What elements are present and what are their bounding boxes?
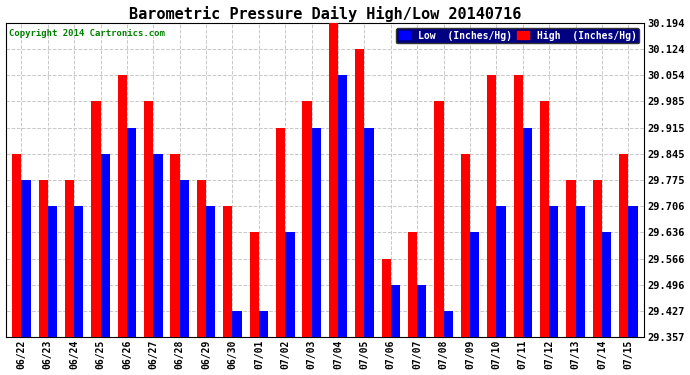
Bar (329, 23, 338, 337)
Bar (65, 180, 74, 337)
Bar (364, 128, 374, 337)
Bar (250, 232, 259, 337)
Bar (540, 101, 549, 337)
Bar (259, 311, 268, 337)
Bar (74, 206, 83, 337)
Bar (417, 285, 426, 337)
Bar (619, 154, 629, 337)
Bar (224, 206, 233, 337)
Bar (127, 128, 136, 337)
Bar (118, 75, 127, 337)
Bar (39, 180, 48, 337)
Bar (470, 232, 480, 337)
Bar (197, 180, 206, 337)
Bar (312, 128, 321, 337)
Bar (12, 154, 21, 337)
Bar (179, 180, 189, 337)
Bar (593, 180, 602, 337)
Bar (233, 311, 241, 337)
Bar (285, 232, 295, 337)
Title: Barometric Pressure Daily High/Low 20140716: Barometric Pressure Daily High/Low 20140… (128, 6, 521, 21)
Bar (153, 154, 163, 337)
Bar (338, 75, 347, 337)
Bar (355, 49, 364, 337)
Bar (206, 206, 215, 337)
Bar (48, 206, 57, 337)
Bar (391, 285, 400, 337)
Bar (382, 259, 391, 337)
Bar (523, 128, 532, 337)
Bar (170, 154, 179, 337)
Bar (487, 75, 496, 337)
Bar (461, 154, 470, 337)
Bar (21, 180, 30, 337)
Bar (575, 206, 585, 337)
Bar (302, 101, 312, 337)
Bar (276, 128, 285, 337)
Legend: Low  (Inches/Hg), High  (Inches/Hg): Low (Inches/Hg), High (Inches/Hg) (396, 28, 640, 44)
Bar (629, 206, 638, 337)
Bar (408, 232, 417, 337)
Bar (496, 206, 506, 337)
Text: Copyright 2014 Cartronics.com: Copyright 2014 Cartronics.com (9, 29, 165, 38)
Bar (101, 154, 110, 337)
Bar (513, 75, 523, 337)
Bar (144, 101, 153, 337)
Bar (435, 101, 444, 337)
Bar (444, 311, 453, 337)
Bar (549, 206, 558, 337)
Bar (602, 232, 611, 337)
Bar (91, 101, 101, 337)
Bar (566, 180, 575, 337)
